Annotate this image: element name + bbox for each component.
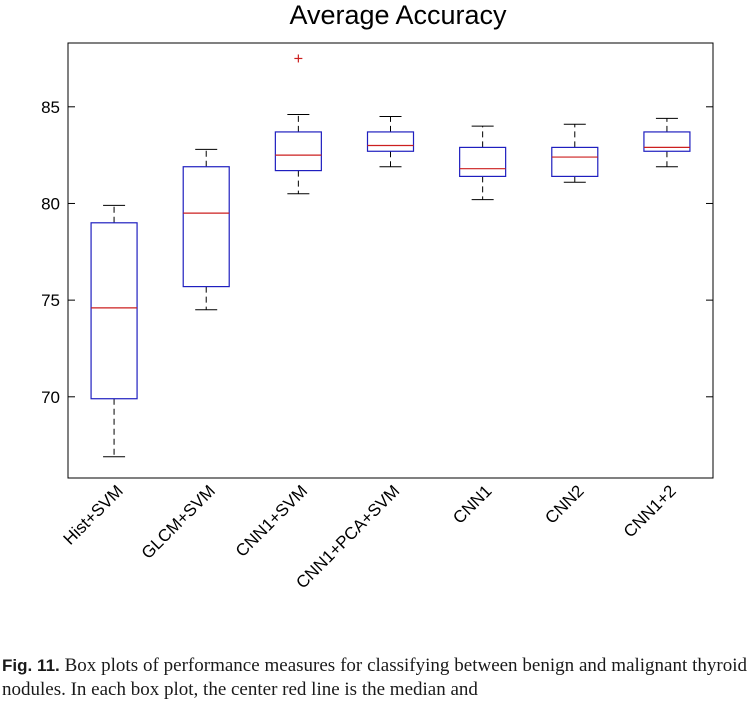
x-tick-label: CNN1+2 (620, 481, 680, 541)
figure-caption: Fig. 11. Box plots of performance measur… (2, 654, 747, 702)
x-tick-label: CNN1+SVM (232, 481, 311, 560)
y-axis: 70 75 80 85 (41, 98, 713, 407)
box-iqr (366, 131, 415, 152)
box-iqr (90, 222, 138, 400)
chart-area: Average Accuracy 70 75 80 85 Hist+SVM GLCM+S… (41, 0, 714, 592)
plot-frame (67, 42, 714, 479)
y-tick-label: 80 (41, 194, 60, 213)
box-iqr (643, 131, 691, 152)
box-iqr (274, 131, 322, 172)
y-tick-label: 70 (41, 388, 60, 407)
box-2 (182, 148, 230, 311)
box-iqr (459, 146, 507, 177)
x-tick-label: GLCM+SVM (138, 481, 219, 562)
box-5 (459, 125, 507, 201)
box-iqr (182, 166, 230, 288)
x-tick-label: CNN2 (541, 481, 587, 527)
x-tick-label: CNN1 (449, 481, 495, 527)
y-tick-label: 85 (41, 98, 60, 117)
x-tick-label: Hist+SVM (60, 481, 127, 548)
boxes-group (90, 54, 691, 458)
box-3 (274, 54, 322, 195)
box-4 (366, 115, 415, 168)
box-iqr (551, 146, 599, 177)
box-7 (643, 117, 691, 168)
box-6 (551, 123, 599, 183)
chart-title: Average Accuracy (289, 0, 507, 30)
box-plot-chart: Average Accuracy 70 75 80 85 Hist+SVM GLCM+S… (41, 0, 714, 592)
y-tick-label: 75 (41, 291, 60, 310)
caption-label: Fig. 11. (2, 656, 60, 675)
box-1 (90, 204, 138, 458)
caption-text: Box plots of performance measures for cl… (2, 655, 748, 700)
x-tick-label: CNN1+PCA+SVM (292, 481, 403, 592)
